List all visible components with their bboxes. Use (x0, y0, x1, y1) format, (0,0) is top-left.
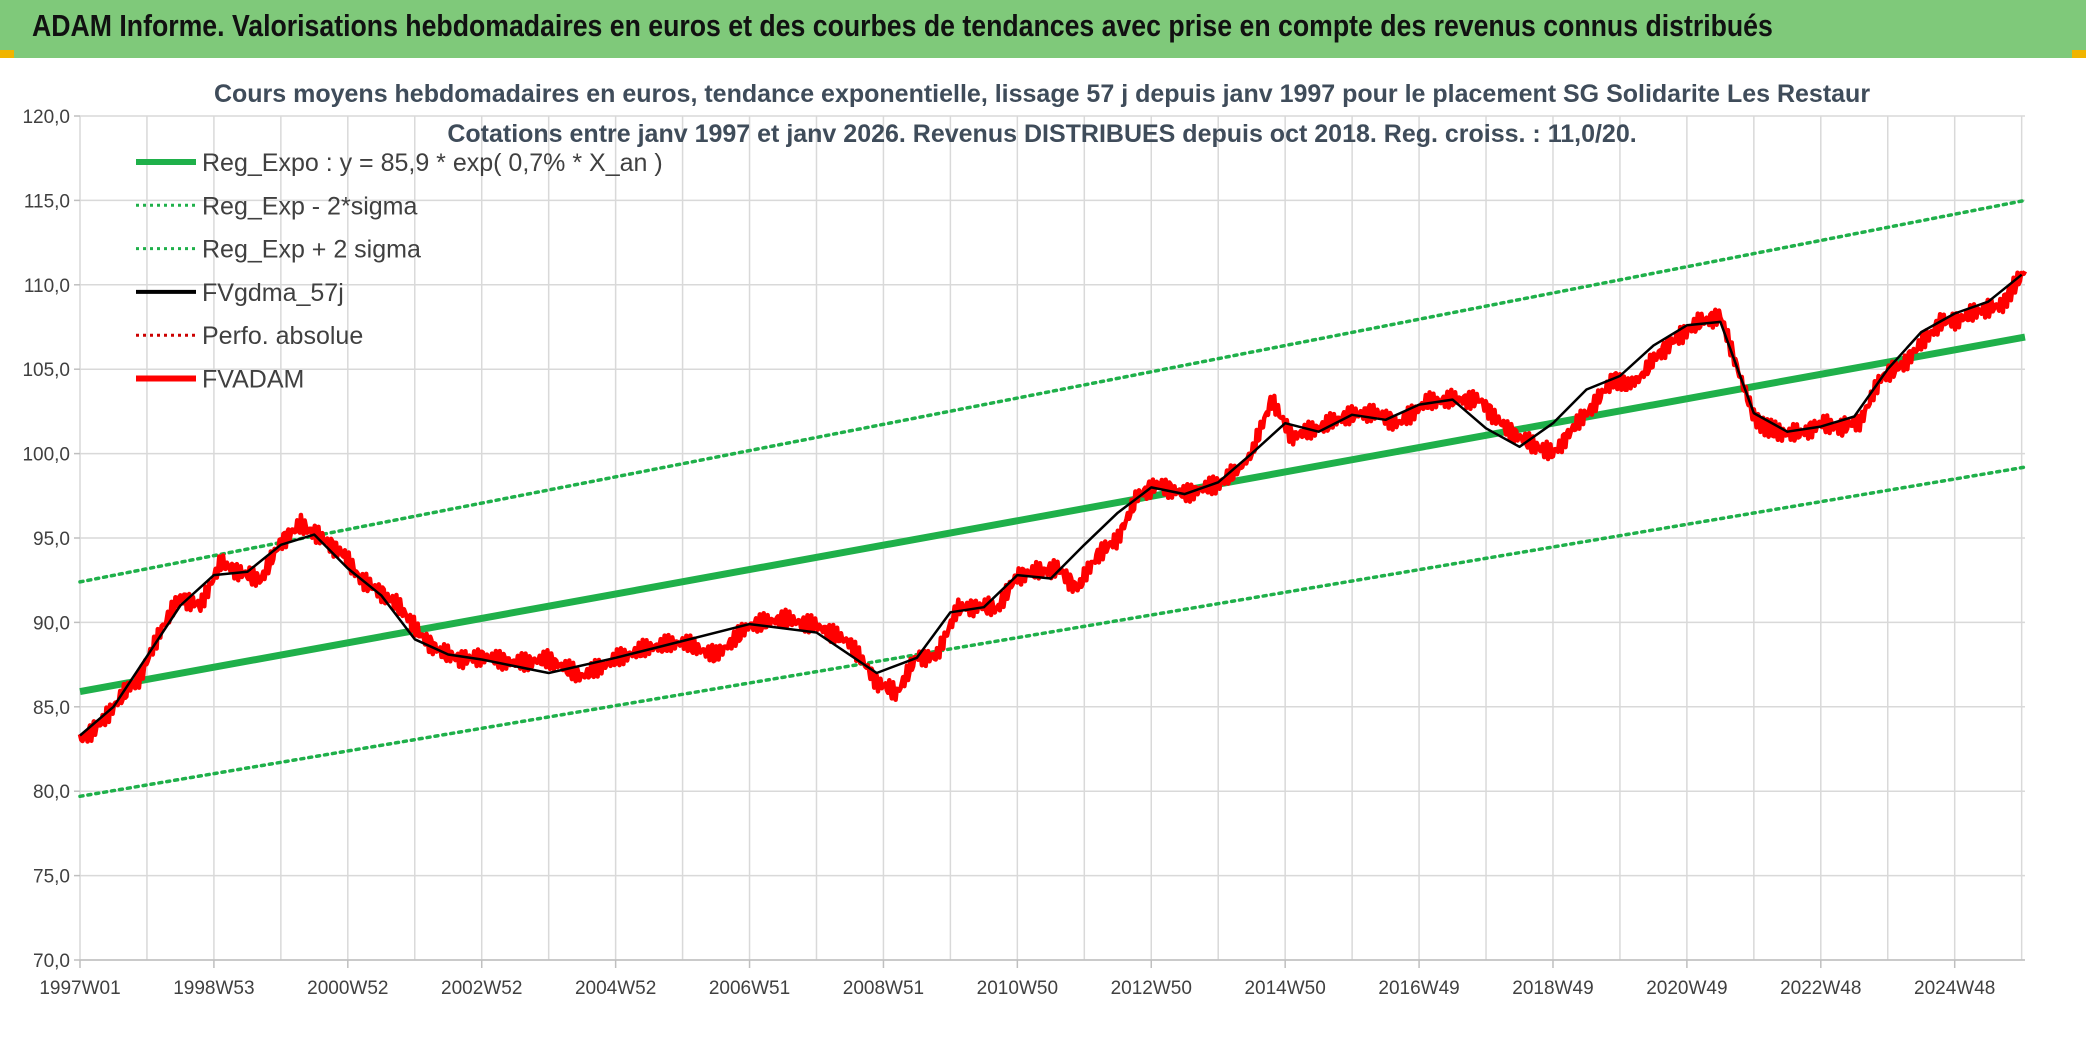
legend-label: Perfo. absolue (202, 322, 363, 350)
grid (79, 115, 2025, 961)
legend-label: Reg_Exp - 2*sigma (202, 192, 417, 220)
legend-label: Reg_Expo : y = 85,9 * exp( 0,7% * X_an ) (202, 149, 663, 177)
x-tick-label: 1997W01 (39, 978, 120, 999)
legend-label: FVADAM (202, 366, 304, 394)
x-tick-label: 2006W51 (709, 978, 790, 999)
header-banner: ADAM Informe. Valorisations hebdomadaire… (0, 0, 2086, 58)
series-fvgdma-57j (79, 273, 2023, 737)
chart: 70,0 75,0 80,0 85,0 90,0 95,0 100,0 105,0 110,0 1… (22, 80, 2028, 999)
chart-title: Cours moyens hebdomadaires en euros, ten… (214, 80, 1870, 148)
legend: Reg_Expo : y = 85,9 * exp( 0,7% * X_an )… (136, 149, 663, 394)
x-tick-label: 2024W48 (1914, 978, 1995, 999)
x-tick-label: 2000W52 (307, 978, 388, 999)
legend-item: Reg_Exp + 2 sigma (136, 236, 421, 264)
x-tick-label: 2022W48 (1780, 978, 1861, 999)
y-tick-label: 80,0 (33, 782, 70, 803)
legend-item: Reg_Exp - 2*sigma (136, 192, 417, 220)
x-tick-label: 2012W50 (1111, 978, 1192, 999)
y-tick-label: 85,0 (33, 698, 70, 719)
series-layer (77, 198, 2028, 799)
series-reg-minus-2sigma (78, 465, 2027, 799)
x-tick-label: 2018W49 (1512, 978, 1593, 999)
y-tick-label: 115,0 (24, 191, 70, 212)
chart-title-line: Cotations entre janv 1997 et janv 2026. … (447, 120, 1636, 148)
corner-accent-left (0, 50, 14, 58)
y-tick-label: 90,0 (33, 613, 70, 634)
y-tick-label: 120,0 (22, 107, 70, 128)
legend-label: Reg_Exp + 2 sigma (202, 236, 421, 264)
legend-item: Reg_Expo : y = 85,9 * exp( 0,7% * X_an ) (136, 149, 663, 177)
axes: 70,0 75,0 80,0 85,0 90,0 95,0 100,0 105,0 110,0 1… (22, 107, 2025, 999)
legend-item: FVADAM (136, 366, 304, 394)
x-tick-label: 2002W52 (441, 978, 522, 999)
y-tick-label: 110,0 (24, 276, 70, 297)
banner-title: ADAM Informe. Valorisations hebdomadaire… (32, 8, 1773, 43)
x-tick-label: 2008W51 (843, 978, 924, 999)
y-tick-label: 95,0 (33, 529, 70, 550)
y-tick-label: 100,0 (22, 445, 70, 466)
x-tick-label: 2020W49 (1646, 978, 1727, 999)
chart-title-line: Cours moyens hebdomadaires en euros, ten… (214, 80, 1870, 108)
x-tick-label: 2004W52 (575, 978, 656, 999)
series-fvadam (77, 270, 2028, 744)
x-tick-label: 2016W49 (1378, 978, 1459, 999)
series-reg-plus-2sigma (78, 198, 2027, 584)
legend-item: FVgdma_57j (136, 279, 344, 307)
legend-item: Perfo. absolue (136, 322, 363, 350)
corner-accent-right (2072, 50, 2086, 58)
y-tick-label: 70,0 (33, 951, 70, 972)
y-tick-label: 105,0 (22, 360, 70, 381)
x-tick-label: 1998W53 (173, 978, 254, 999)
x-tick-label: 2014W50 (1244, 978, 1325, 999)
y-tick-label: 75,0 (33, 867, 70, 888)
legend-label: FVgdma_57j (202, 279, 344, 307)
series-reg-expo (79, 333, 2026, 696)
x-tick-label: 2010W50 (977, 978, 1058, 999)
